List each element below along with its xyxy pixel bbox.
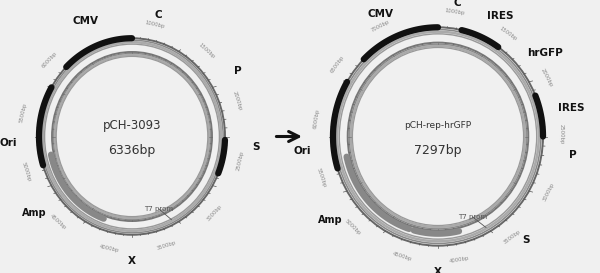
- Text: 6336bp: 6336bp: [109, 144, 155, 157]
- Text: 5000bp: 5000bp: [344, 218, 362, 236]
- Text: 1000bp: 1000bp: [145, 20, 166, 29]
- Text: C: C: [453, 0, 461, 8]
- Text: CMV: CMV: [367, 9, 394, 19]
- Text: 5000bp: 5000bp: [21, 162, 32, 182]
- Text: Amp: Amp: [22, 208, 46, 218]
- Text: IRES: IRES: [558, 103, 584, 113]
- Text: 7000bp: 7000bp: [370, 19, 391, 32]
- Text: 4500bp: 4500bp: [392, 251, 412, 262]
- Text: 3000bp: 3000bp: [206, 204, 223, 222]
- Text: T7 prom: T7 prom: [458, 214, 487, 220]
- Text: 4000bp: 4000bp: [449, 256, 470, 264]
- Text: Ori: Ori: [0, 138, 17, 148]
- Text: pCH-3093: pCH-3093: [103, 119, 161, 132]
- Text: 6500bp: 6500bp: [329, 55, 345, 74]
- Text: 3500bp: 3500bp: [502, 229, 521, 245]
- Text: X: X: [434, 267, 442, 273]
- Text: pCH-rep-hrGFP: pCH-rep-hrGFP: [404, 121, 472, 130]
- Text: C: C: [154, 10, 161, 20]
- Text: hrGFP: hrGFP: [527, 48, 563, 58]
- Text: 2000bp: 2000bp: [232, 91, 243, 111]
- Text: 6000bp: 6000bp: [41, 51, 58, 69]
- Text: P: P: [233, 66, 241, 76]
- Text: T7 prom: T7 prom: [144, 206, 173, 212]
- Text: 1500bp: 1500bp: [197, 43, 215, 60]
- Text: X: X: [128, 256, 136, 266]
- Text: 5500bp: 5500bp: [316, 167, 328, 188]
- Text: 2000bp: 2000bp: [539, 67, 554, 88]
- Text: CMV: CMV: [73, 16, 98, 26]
- Text: 6000bp: 6000bp: [313, 109, 320, 129]
- Text: 1500bp: 1500bp: [499, 26, 518, 41]
- Text: 7297bp: 7297bp: [414, 144, 462, 157]
- Text: IRES: IRES: [487, 11, 513, 21]
- Text: 2500bp: 2500bp: [236, 150, 245, 171]
- Text: S: S: [252, 142, 259, 152]
- Text: Amp: Amp: [319, 215, 343, 225]
- Text: 1000bp: 1000bp: [445, 8, 466, 16]
- Text: Ori: Ori: [294, 146, 311, 156]
- Text: P: P: [569, 150, 577, 160]
- Text: S: S: [522, 235, 529, 245]
- Text: 2500bp: 2500bp: [559, 124, 563, 144]
- Text: 4000bp: 4000bp: [98, 244, 119, 253]
- Text: 4500bp: 4500bp: [49, 213, 67, 230]
- Text: 3500bp: 3500bp: [156, 240, 176, 251]
- Text: 3000bp: 3000bp: [542, 182, 555, 202]
- Text: 5500bp: 5500bp: [19, 102, 28, 123]
